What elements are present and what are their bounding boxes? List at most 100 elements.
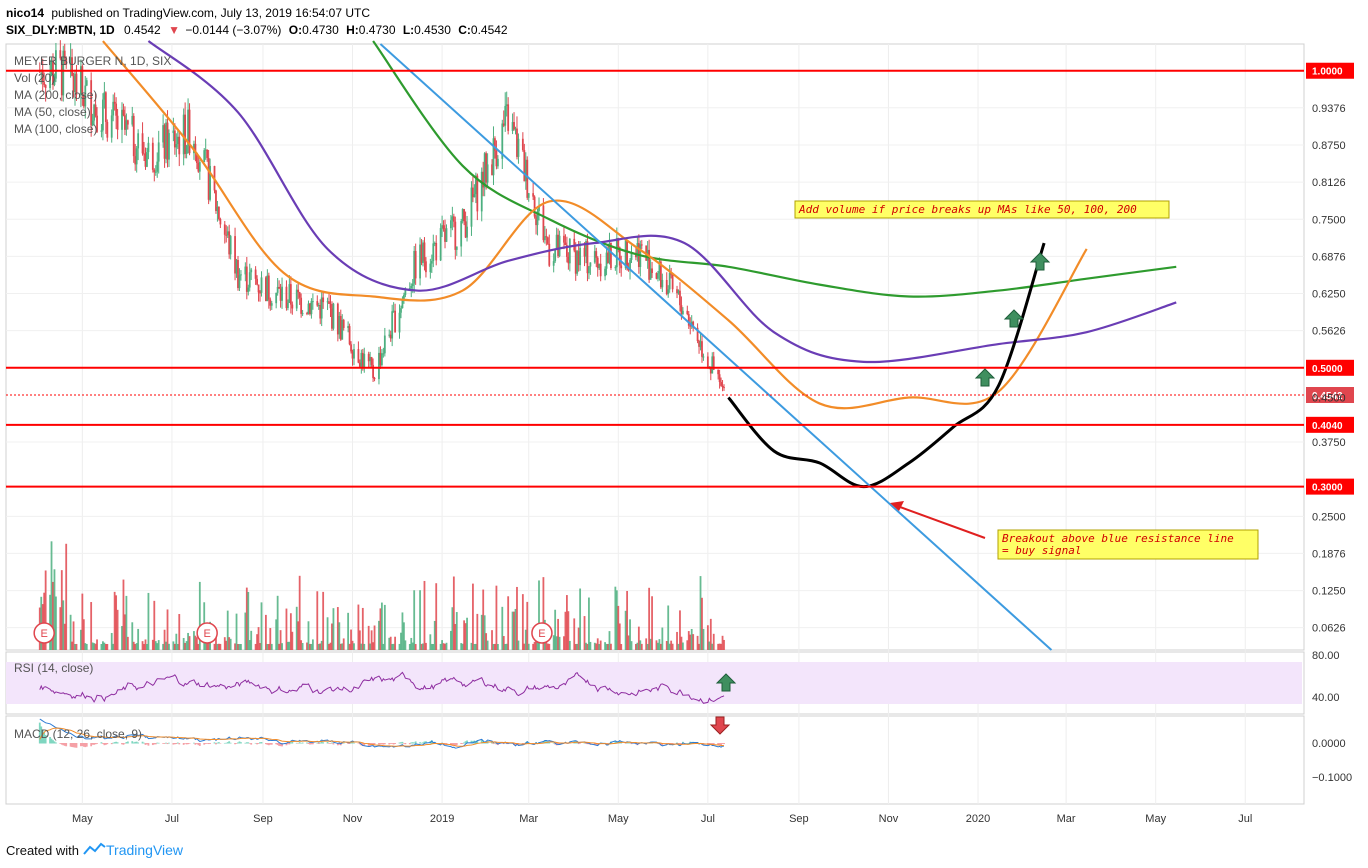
candle-body	[260, 277, 263, 293]
high-value: 0.4730	[359, 23, 396, 37]
candle-body	[69, 57, 72, 65]
volume-bar	[144, 639, 147, 650]
candle-body	[657, 273, 659, 279]
macd-histogram-bar	[121, 743, 123, 745]
macd-histogram-bar	[319, 742, 322, 744]
candle-body	[379, 352, 382, 366]
volume-bar	[162, 643, 165, 650]
macd-tick-label: 0.0000	[1312, 738, 1346, 750]
note-breakout-line1: Breakout above blue resistance line	[1002, 532, 1234, 545]
volume-bar	[454, 623, 457, 650]
macd-histogram-bar	[153, 743, 156, 745]
candle-body	[526, 159, 529, 198]
candle-body	[113, 101, 116, 104]
macd-histogram-bar	[394, 743, 397, 744]
macd-histogram-bar	[542, 741, 545, 744]
candle-body	[361, 352, 364, 368]
candle-body	[486, 164, 489, 183]
candle-body	[307, 303, 310, 314]
volume-bar	[228, 637, 231, 650]
volume-bar	[392, 643, 395, 650]
candle-body	[112, 101, 115, 116]
candle-body	[84, 85, 87, 107]
candle-body	[100, 130, 103, 132]
macd-histogram-bar	[91, 743, 94, 745]
volume-bar	[213, 643, 216, 650]
macd-histogram-bar	[131, 741, 134, 744]
candle-body	[413, 250, 416, 284]
rsi-series	[39, 671, 725, 704]
volume-bar	[548, 643, 551, 650]
volume-bar	[351, 640, 354, 650]
footer-brand[interactable]: TradingView	[106, 842, 184, 858]
publisher-name[interactable]: nico14	[6, 6, 44, 20]
candle-body	[331, 308, 333, 329]
macd-histogram-bar	[317, 743, 320, 745]
y-tick-label: 0.0626	[1312, 623, 1346, 635]
candle-body	[338, 316, 341, 335]
volume-bar	[494, 643, 496, 650]
volume-bar	[357, 604, 360, 650]
volume-bar	[172, 641, 175, 650]
candle-body	[450, 220, 452, 229]
candle-body	[573, 238, 576, 251]
candle-body	[319, 304, 322, 319]
macd-histogram-bar	[627, 742, 630, 744]
candle-body	[665, 279, 668, 295]
y-tick-label: 0.5000	[1312, 364, 1343, 375]
candle-body	[122, 109, 125, 116]
volume-bar	[558, 636, 561, 650]
candle-body	[311, 301, 314, 303]
volume-bar	[614, 586, 617, 650]
macd-histogram-bar	[74, 743, 76, 748]
price-axis[interactable]: 1.0000 0.9376 0.8750 0.8126 0.7500 0.6876 0.62…	[1306, 62, 1354, 784]
volume-bars	[38, 541, 725, 650]
y-tick-label: 1.0000	[1312, 67, 1343, 78]
macd-histogram-bar	[203, 743, 206, 745]
x-tick-label: 2019	[430, 813, 454, 825]
macd-histogram-bar	[686, 742, 689, 744]
macd-histogram-bar	[310, 743, 313, 745]
candle-body	[394, 310, 397, 333]
volume-bar	[646, 643, 649, 650]
candle-body	[358, 362, 361, 367]
macd-histogram-bar	[173, 743, 176, 745]
candle-body	[94, 104, 97, 116]
macd-tick-label: −0.1000	[1312, 772, 1352, 784]
macd-histogram-bar	[175, 743, 178, 745]
volume-bar	[125, 595, 128, 650]
candle-body	[55, 50, 57, 79]
macd-histogram-bar	[342, 742, 345, 744]
volume-bar	[52, 581, 54, 650]
volume-bar	[332, 608, 335, 650]
volume-bar	[320, 640, 323, 650]
volume-bar	[466, 617, 468, 650]
time-axis[interactable]: May Jul Sep Nov 2019 Mar May Jul Sep Nov 2020 Mar Ma…	[72, 813, 1252, 825]
candle-body	[75, 73, 78, 95]
volume-bar	[403, 622, 405, 650]
macd-histogram-bar	[298, 742, 301, 744]
macd-histogram-bar	[295, 742, 298, 744]
candle-body	[310, 301, 313, 315]
macd-histogram-bar	[712, 743, 715, 745]
volume-bar	[219, 643, 222, 650]
volume-bar	[441, 640, 443, 650]
candle-body	[235, 259, 238, 274]
candle-body	[483, 153, 486, 188]
volume-bar	[310, 643, 313, 650]
volume-bar	[464, 623, 467, 650]
macd-histogram-bar	[451, 743, 454, 746]
candle-body	[195, 152, 198, 164]
volume-bar	[264, 614, 267, 650]
volume-bar	[485, 633, 488, 650]
volume-bar	[545, 636, 548, 650]
volume-bar	[289, 613, 292, 650]
volume-bar	[517, 640, 520, 650]
volume-bar	[605, 643, 608, 650]
macd-histogram-bar	[687, 742, 690, 744]
volume-bar	[266, 643, 269, 650]
candle-body	[44, 84, 47, 89]
volume-bar	[307, 621, 310, 650]
macd-histogram-bar	[135, 741, 138, 744]
